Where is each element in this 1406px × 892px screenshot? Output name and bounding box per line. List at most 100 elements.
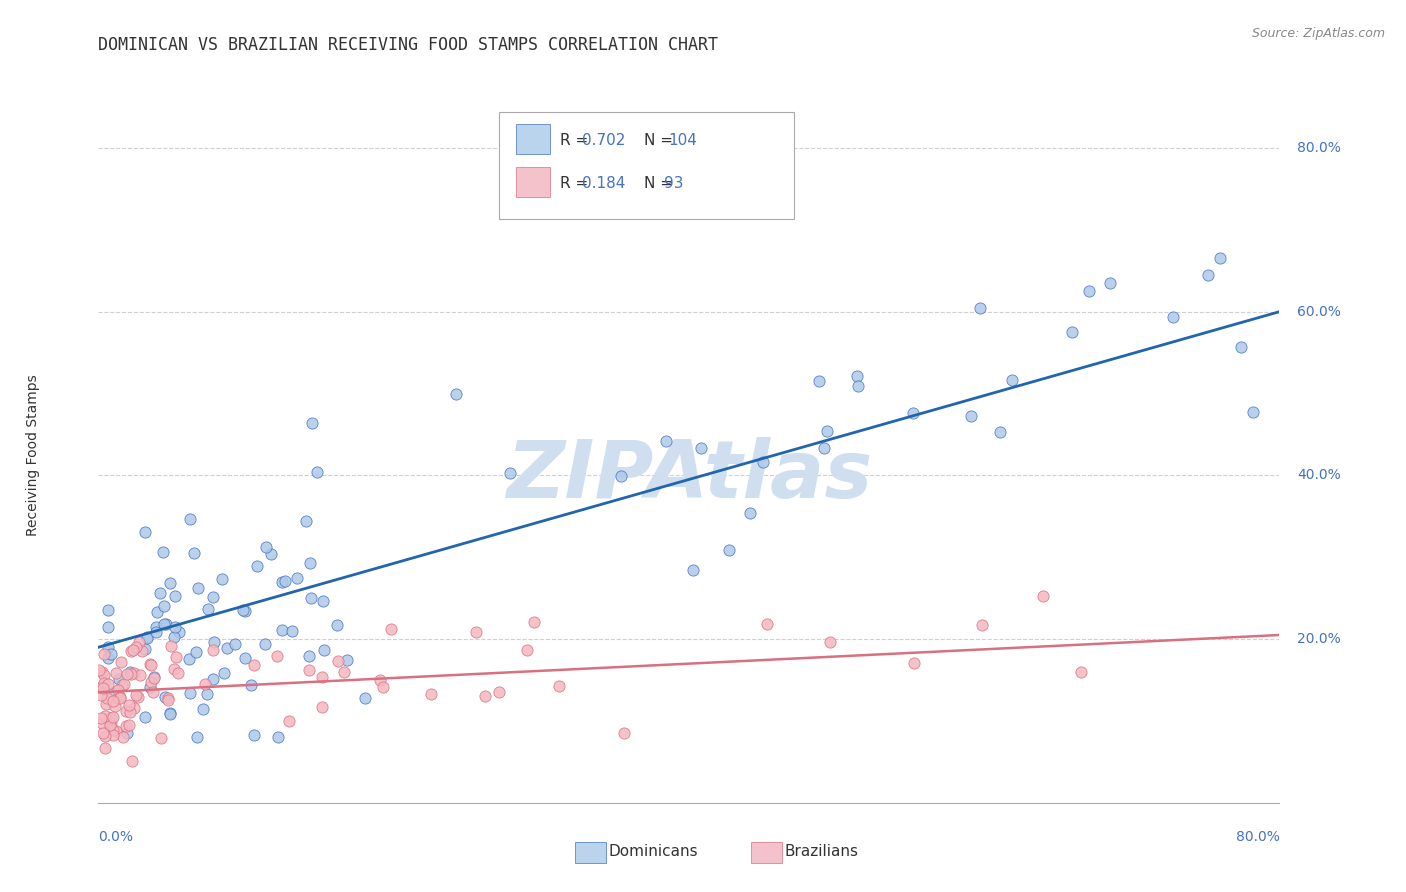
Point: [121, 754, 143, 768]
Point: [124, 688, 146, 702]
Point: [1229, 340, 1251, 354]
Point: [110, 655, 132, 669]
Point: [903, 657, 925, 671]
Point: [90, 665, 112, 679]
Point: [186, 731, 208, 745]
Point: [191, 702, 214, 716]
Point: [1161, 310, 1184, 324]
Text: Dominicans: Dominicans: [609, 845, 699, 859]
Text: Receiving Food Stamps: Receiving Food Stamps: [27, 374, 41, 536]
Point: [311, 670, 333, 684]
Point: [516, 643, 538, 657]
Point: [1241, 405, 1264, 419]
Point: [1209, 252, 1232, 266]
Point: [243, 728, 266, 742]
Point: [91, 725, 114, 739]
Point: [299, 556, 322, 570]
Point: [97, 640, 120, 655]
Point: [108, 672, 131, 686]
Text: DOMINICAN VS BRAZILIAN RECEIVING FOOD STAMPS CORRELATION CHART: DOMINICAN VS BRAZILIAN RECEIVING FOOD ST…: [98, 36, 718, 54]
Point: [125, 640, 148, 654]
Point: [105, 666, 128, 681]
Point: [163, 589, 186, 603]
Point: [163, 631, 186, 645]
Point: [368, 673, 391, 688]
Point: [738, 506, 761, 520]
Point: [135, 632, 157, 646]
Point: [202, 643, 225, 657]
Point: [298, 648, 321, 663]
Point: [149, 731, 172, 745]
Point: [122, 665, 145, 680]
Text: N =: N =: [644, 177, 678, 191]
Point: [254, 636, 277, 650]
Text: 104: 104: [668, 134, 697, 148]
Point: [254, 540, 277, 554]
Point: [270, 623, 292, 637]
Point: [100, 686, 122, 700]
Point: [139, 658, 162, 673]
Point: [184, 645, 207, 659]
Point: [134, 524, 156, 539]
Point: [163, 662, 186, 676]
Point: [120, 644, 142, 658]
Point: [682, 563, 704, 577]
Point: [152, 544, 174, 558]
Point: [239, 678, 262, 692]
Point: [128, 635, 150, 649]
Point: [655, 434, 678, 448]
Point: [94, 697, 117, 711]
Point: [98, 719, 121, 733]
Point: [312, 594, 335, 608]
Point: [756, 616, 779, 631]
Point: [152, 599, 174, 614]
Point: [179, 686, 201, 700]
Point: [93, 647, 115, 661]
Point: [718, 543, 741, 558]
Point: [420, 687, 443, 701]
Point: [197, 602, 219, 616]
Text: 0.184: 0.184: [582, 177, 626, 191]
Point: [114, 704, 136, 718]
Point: [166, 666, 188, 681]
Point: [969, 301, 991, 316]
Point: [139, 657, 162, 671]
Point: [807, 374, 830, 388]
Point: [294, 514, 316, 528]
Point: [446, 387, 468, 401]
Point: [156, 693, 179, 707]
Point: [145, 605, 167, 619]
Text: 0.702: 0.702: [582, 134, 626, 148]
Text: ZIPAtlas: ZIPAtlas: [506, 437, 872, 515]
Point: [202, 590, 225, 604]
Point: [202, 635, 225, 649]
Point: [93, 667, 115, 681]
Point: [613, 726, 636, 740]
Point: [187, 581, 209, 595]
Point: [163, 619, 186, 633]
Point: [127, 690, 149, 705]
Point: [149, 586, 172, 600]
Point: [90, 711, 112, 725]
Text: 80.0%: 80.0%: [1236, 830, 1279, 844]
Point: [94, 741, 117, 756]
Point: [118, 698, 141, 713]
Point: [90, 688, 112, 702]
Point: [1060, 325, 1083, 339]
Point: [201, 672, 224, 686]
Point: [142, 670, 165, 684]
Point: [278, 714, 301, 728]
Point: [333, 665, 356, 679]
Point: [1078, 284, 1101, 298]
Point: [752, 455, 775, 469]
Point: [159, 706, 181, 720]
Point: [100, 647, 122, 661]
Point: [134, 709, 156, 723]
Point: [690, 441, 713, 455]
Point: [197, 687, 219, 701]
Point: [94, 709, 117, 723]
Point: [87, 663, 110, 677]
Point: [100, 711, 122, 725]
Text: 0.0%: 0.0%: [98, 830, 134, 844]
Point: [142, 685, 165, 699]
